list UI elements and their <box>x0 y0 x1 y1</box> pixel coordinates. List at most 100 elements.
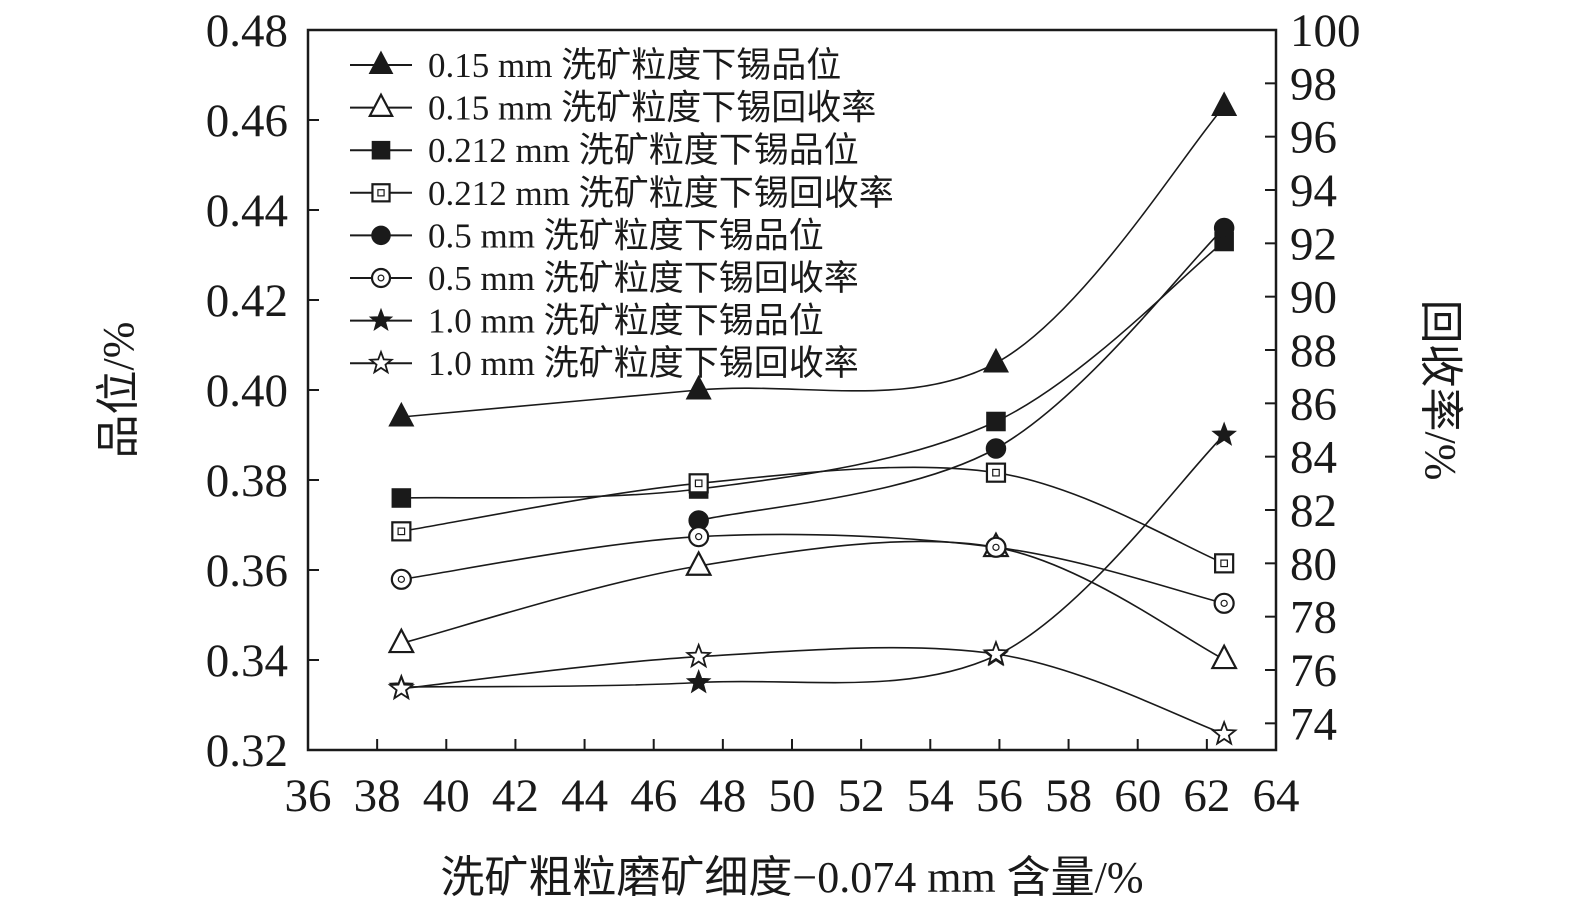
x-tick-label: 42 <box>492 770 539 822</box>
y-left-tick-label: 0.48 <box>206 5 288 57</box>
y-left-tick-label: 0.38 <box>206 455 288 507</box>
data-point-inner <box>992 468 1000 477</box>
legend-marker <box>371 183 391 203</box>
data-point <box>390 568 412 590</box>
y-left-tick-label: 0.32 <box>206 725 288 777</box>
data-point <box>387 674 415 701</box>
y-right-tick-label: 98 <box>1290 58 1337 110</box>
legend-item: 1.0 mm 洗矿粒度下锡回收率 <box>350 344 859 383</box>
y-left-tick-label: 0.36 <box>206 545 288 597</box>
x-tick-label: 36 <box>285 770 332 822</box>
data-point-inner <box>695 533 703 541</box>
legend-item: 1.0 mm 洗矿粒度下锡品位 <box>350 302 824 341</box>
data-point <box>1213 592 1235 614</box>
y-axis-left-title: 品位/% <box>94 322 143 459</box>
legend-item: 0.5 mm 洗矿粒度下锡品位 <box>350 216 824 255</box>
data-point <box>391 488 412 508</box>
legend-label: 1.0 mm 洗矿粒度下锡回收率 <box>428 344 859 383</box>
y-right-tick-label: 88 <box>1290 325 1337 377</box>
data-point <box>1211 91 1238 116</box>
legend-marker <box>368 50 394 75</box>
x-tick-label: 54 <box>907 770 954 822</box>
data-point <box>1214 553 1235 574</box>
data-point <box>985 462 1007 483</box>
legend-item: 0.212 mm 洗矿粒度下锡回收率 <box>350 174 894 213</box>
legend-item: 0.5 mm 洗矿粒度下锡回收率 <box>350 259 859 298</box>
y-right-tick-label: 86 <box>1290 378 1337 430</box>
series-layer <box>387 91 1238 746</box>
legend-label: 0.212 mm 洗矿粒度下锡品位 <box>428 131 859 170</box>
legend-label: 0.15 mm 洗矿粒度下锡回收率 <box>428 89 876 128</box>
y-left-tick-label: 0.46 <box>206 95 288 147</box>
data-point <box>688 473 709 494</box>
data-point <box>685 669 712 694</box>
y-right-tick-label: 84 <box>1290 432 1337 484</box>
y-right-tick-label: 96 <box>1290 112 1337 164</box>
y-right-tick-label: 92 <box>1290 218 1337 270</box>
data-point <box>685 374 712 400</box>
legend-label: 1.0 mm 洗矿粒度下锡品位 <box>428 302 824 341</box>
data-point <box>985 536 1007 558</box>
series-line <box>401 466 1225 565</box>
series-line <box>401 540 1225 661</box>
y-right-tick-label: 82 <box>1290 485 1337 537</box>
x-tick-label: 60 <box>1114 770 1161 822</box>
legend-marker <box>367 349 395 375</box>
legend-item: 0.15 mm 洗矿粒度下锡回收率 <box>350 89 876 128</box>
x-tick-label: 62 <box>1183 770 1230 822</box>
legend-label: 0.15 mm 洗矿粒度下锡品位 <box>428 46 841 85</box>
series-5 <box>688 217 1235 531</box>
x-tick-label: 64 <box>1253 770 1300 822</box>
legend-marker <box>370 267 392 289</box>
data-point <box>986 411 1006 432</box>
data-point <box>1211 421 1237 446</box>
series-line <box>401 434 1225 688</box>
data-point-inner <box>1220 599 1228 607</box>
legend-marker-inner <box>377 189 385 197</box>
y-right-tick-label: 90 <box>1290 272 1337 324</box>
x-tick-label: 38 <box>354 770 401 822</box>
data-point <box>1210 719 1238 746</box>
series-4 <box>391 462 1235 574</box>
data-point <box>985 438 1007 459</box>
y-right-tick-label: 74 <box>1290 698 1337 750</box>
y-right-tick-label: 80 <box>1290 538 1337 590</box>
x-tick-label: 58 <box>1045 770 1092 822</box>
data-point <box>391 521 412 542</box>
x-tick-label: 50 <box>769 770 816 822</box>
data-point <box>982 347 1009 373</box>
x-axis: 36 38 40 42 44 46 48 50 52 54 56 58 60 62 64 <box>285 739 1300 822</box>
x-tick-label: 40 <box>423 770 470 822</box>
legend-marker <box>371 225 391 246</box>
y-left-tick-label: 0.40 <box>206 365 288 417</box>
series-2 <box>387 531 1238 670</box>
y-left-tick-label: 0.34 <box>206 635 288 687</box>
y-left-tick-label: 0.44 <box>206 185 288 237</box>
legend-label: 0.5 mm 洗矿粒度下锡回收率 <box>428 259 859 298</box>
y-right-tick-label: 76 <box>1290 645 1337 697</box>
data-point-inner <box>1220 559 1228 568</box>
data-point <box>982 639 1010 666</box>
legend-marker-inner <box>377 274 385 282</box>
data-point-inner <box>397 527 406 536</box>
legend-marker <box>368 307 394 332</box>
y-right-tick-label: 94 <box>1290 165 1337 217</box>
y-left-tick-label: 0.42 <box>206 275 288 327</box>
y-right-tick-label: 100 <box>1290 5 1361 57</box>
x-tick-label: 52 <box>838 770 885 822</box>
data-point <box>1210 643 1238 670</box>
legend-label: 0.5 mm 洗矿粒度下锡品位 <box>428 216 824 255</box>
legend-marker <box>368 92 394 117</box>
data-point <box>387 627 415 654</box>
y-axis-left: 0.48 0.46 0.44 0.42 0.40 0.38 0.36 0.34 0.32 <box>206 5 319 777</box>
data-point <box>388 401 415 427</box>
x-tick-label: 46 <box>630 770 677 822</box>
data-point <box>1213 217 1235 239</box>
series-6 <box>390 526 1235 614</box>
x-tick-label: 48 <box>699 770 746 822</box>
series-line <box>401 240 1225 499</box>
